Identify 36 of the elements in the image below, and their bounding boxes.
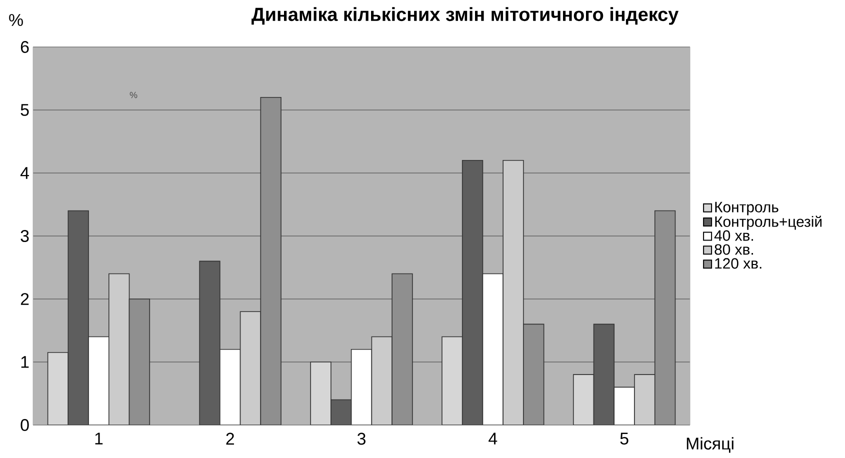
bar bbox=[502, 160, 524, 425]
bar bbox=[634, 374, 656, 425]
y-tick-label: 2 bbox=[20, 293, 29, 305]
y-tick-label: 5 bbox=[20, 104, 29, 116]
x-tick-label: 4 bbox=[488, 432, 498, 444]
x-tick-label: 1 bbox=[95, 432, 103, 444]
chart-title: Динаміка кількісних змін мітотичного індексу bbox=[252, 7, 679, 25]
bar bbox=[330, 399, 352, 425]
x-tick-label: 2 bbox=[226, 432, 234, 445]
bar bbox=[310, 362, 332, 425]
bar bbox=[108, 273, 130, 425]
y-tick-label: 6 bbox=[20, 40, 29, 53]
x-tick-label: 3 bbox=[357, 432, 366, 445]
y-tick-label: 4 bbox=[20, 167, 29, 179]
bar bbox=[654, 210, 676, 425]
y-tick-label: 1 bbox=[21, 356, 29, 368]
x-tick-label: 5 bbox=[620, 432, 628, 445]
legend-label: 120 хв. bbox=[715, 258, 762, 269]
bar bbox=[523, 324, 544, 425]
legend-label: 80 хв. bbox=[714, 244, 753, 255]
bar bbox=[371, 336, 392, 425]
legend-label: Контроль+цезій bbox=[715, 216, 822, 230]
bar bbox=[240, 311, 262, 425]
bar bbox=[128, 298, 150, 425]
bar bbox=[572, 374, 594, 425]
y-axis-title: % bbox=[9, 14, 23, 26]
y-tick-label: 0 bbox=[20, 418, 29, 431]
legend-label: 40 хв. bbox=[714, 230, 753, 241]
bar bbox=[392, 273, 413, 425]
x-axis-title: Місяці bbox=[686, 437, 734, 453]
bar bbox=[47, 352, 69, 425]
bar bbox=[260, 96, 282, 425]
bar bbox=[442, 336, 463, 425]
legend-label: Контроль bbox=[715, 202, 778, 216]
y-tick-label: 3 bbox=[20, 230, 29, 242]
annotation: % bbox=[130, 92, 138, 98]
